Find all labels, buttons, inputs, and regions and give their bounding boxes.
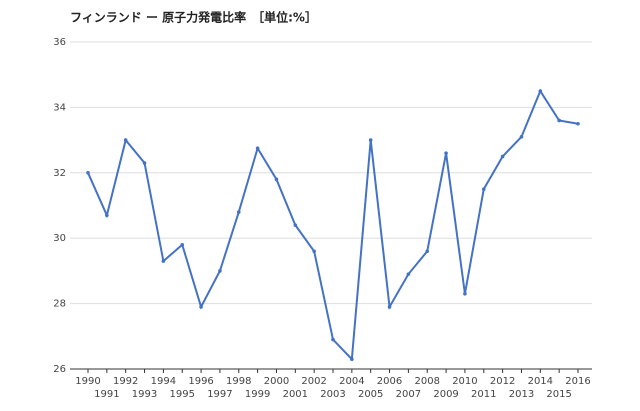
- data-line: [87, 88, 579, 362]
- x-tick-label: 1997: [207, 389, 232, 400]
- data-point: [86, 171, 90, 175]
- x-tick-label: 2001: [283, 389, 308, 400]
- data-point: [387, 305, 392, 309]
- x-tick-label: 1991: [94, 389, 119, 400]
- x-tick-label: 1992: [113, 376, 138, 387]
- x-tick-label: 2014: [528, 376, 553, 387]
- y-tick-label: 32: [53, 168, 66, 179]
- data-point: [105, 213, 109, 218]
- y-tick-label: 28: [53, 299, 66, 310]
- data-point: [463, 291, 467, 296]
- chart-title: フィンランド ー 原子力発電比率 ［単位:%］: [70, 10, 317, 25]
- data-point: [538, 89, 543, 93]
- x-tick-label: 1993: [132, 389, 157, 400]
- data-point: [142, 161, 147, 165]
- x-tick-label: 1998: [226, 376, 251, 387]
- data-point: [557, 118, 561, 123]
- y-tick-label: 36: [53, 37, 66, 48]
- x-tick-label: 2006: [377, 376, 402, 387]
- data-point: [236, 210, 241, 214]
- data-point: [331, 337, 335, 342]
- x-tick-label: 2008: [415, 376, 440, 387]
- y-tick-label: 30: [53, 233, 66, 244]
- x-tick-label: 1999: [245, 389, 270, 400]
- x-tick-label: 2003: [320, 389, 345, 400]
- x-tick-label: 2000: [264, 376, 289, 387]
- data-point: [161, 259, 166, 263]
- x-tick-label: 2012: [490, 376, 515, 387]
- x-tick-label: 2004: [339, 376, 364, 387]
- x-tick-label: 1996: [188, 376, 213, 387]
- data-point: [180, 242, 185, 247]
- data-point: [425, 249, 430, 254]
- data-point: [500, 154, 505, 159]
- data-point: [293, 223, 298, 227]
- x-tick-label: 1994: [151, 376, 176, 387]
- x-tick-label: 2010: [452, 376, 477, 387]
- x-tick-label: 2009: [433, 389, 458, 400]
- data-point: [255, 146, 260, 151]
- data-point: [576, 121, 580, 126]
- x-tick-label: 1995: [170, 389, 195, 400]
- data-point: [368, 138, 373, 142]
- x-tick-label: 2011: [471, 389, 496, 400]
- x-tick-label: 2005: [358, 389, 383, 400]
- data-point: [350, 357, 354, 361]
- data-point: [519, 135, 524, 139]
- data-point: [406, 272, 411, 276]
- data-point: [274, 177, 279, 182]
- x-tick-label: 2016: [565, 376, 590, 387]
- data-point: [123, 138, 128, 142]
- x-tick-label: 2015: [546, 389, 571, 400]
- y-tick-label: 26: [53, 364, 66, 375]
- data-point: [444, 151, 448, 155]
- x-tick-label: 2007: [396, 389, 421, 400]
- x-tick-label: 2013: [509, 389, 534, 400]
- data-point: [481, 187, 486, 191]
- x-tick-label: 1990: [75, 376, 100, 387]
- data-point: [312, 249, 316, 254]
- data-point: [199, 305, 203, 309]
- y-tick-label: 34: [53, 102, 66, 113]
- data-point: [218, 269, 222, 273]
- x-tick-label: 2002: [301, 376, 326, 387]
